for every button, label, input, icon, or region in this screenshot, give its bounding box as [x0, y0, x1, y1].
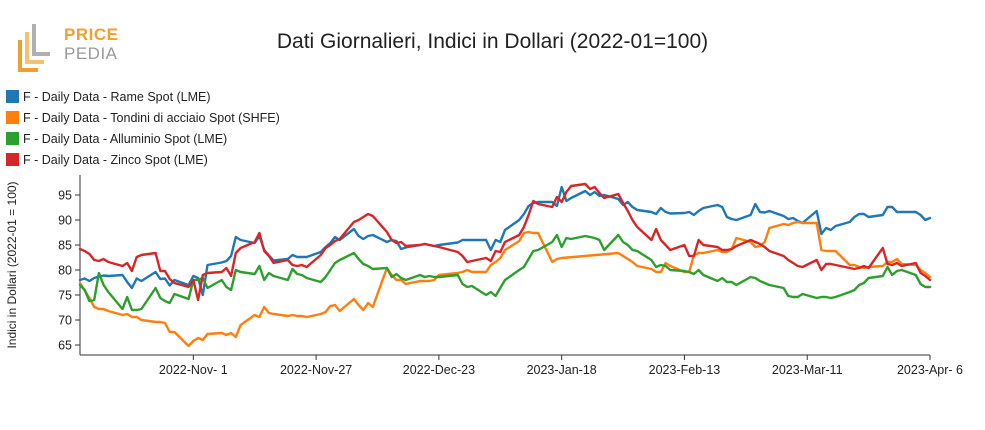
legend-swatch	[6, 90, 19, 103]
legend-swatch	[6, 111, 19, 124]
legend-label: F - Daily Data - Alluminio Spot (LME)	[23, 131, 228, 146]
x-tick-label: 2023-Jan-18	[527, 363, 597, 377]
series-line-1	[78, 185, 932, 297]
legend-swatch	[6, 153, 19, 166]
y-tick-label: 65	[58, 339, 72, 353]
legend-item-4[interactable]: F - Daily Data - Zinco Spot (LME)	[6, 149, 280, 170]
x-tick-label: 2022-Nov-27	[280, 363, 352, 377]
series-line-2	[78, 220, 932, 348]
x-tick-label: 2023-Feb-13	[649, 363, 721, 377]
legend-swatch	[6, 132, 19, 145]
y-tick-label: 80	[58, 264, 72, 278]
series-line-3	[78, 233, 932, 312]
y-tick-label: 85	[58, 239, 72, 253]
legend-item-1[interactable]: F - Daily Data - Rame Spot (LME)	[6, 86, 280, 107]
pricepedia-logo: PRICE PEDIA	[18, 22, 128, 72]
chart-legend: F - Daily Data - Rame Spot (LME) F - Dail…	[6, 86, 280, 170]
legend-item-3[interactable]: F - Daily Data - Alluminio Spot (LME)	[6, 128, 280, 149]
y-tick-label: 95	[58, 189, 72, 203]
legend-item-2[interactable]: F - Daily Data - Tondini di acciaio Spot…	[6, 107, 280, 128]
legend-label: F - Daily Data - Zinco Spot (LME)	[23, 152, 208, 167]
legend-label: F - Daily Data - Rame Spot (LME)	[23, 89, 211, 104]
chart-title: Dati Giornalieri, Indici in Dollari (202…	[276, 30, 709, 53]
y-tick-label: 75	[58, 289, 72, 303]
x-tick-label: 2023-Apr- 6	[897, 363, 963, 377]
series-line-4	[78, 182, 932, 302]
y-tick-label: 90	[58, 214, 72, 228]
y-tick-label: 70	[58, 314, 72, 328]
y-axis-label: Indici in Dollari (2022-01 = 100)	[5, 181, 19, 348]
x-tick-label: 2022-Nov- 1	[159, 363, 228, 377]
logo-mark-icon	[18, 24, 50, 72]
x-tick-label: 2022-Dec-23	[403, 363, 475, 377]
logo-word-pedia: PEDIA	[64, 44, 118, 63]
logo-word-price: PRICE	[64, 25, 119, 44]
legend-label: F - Daily Data - Tondini di acciaio Spot…	[23, 110, 280, 125]
x-tick-label: 2023-Mar-11	[772, 363, 843, 377]
